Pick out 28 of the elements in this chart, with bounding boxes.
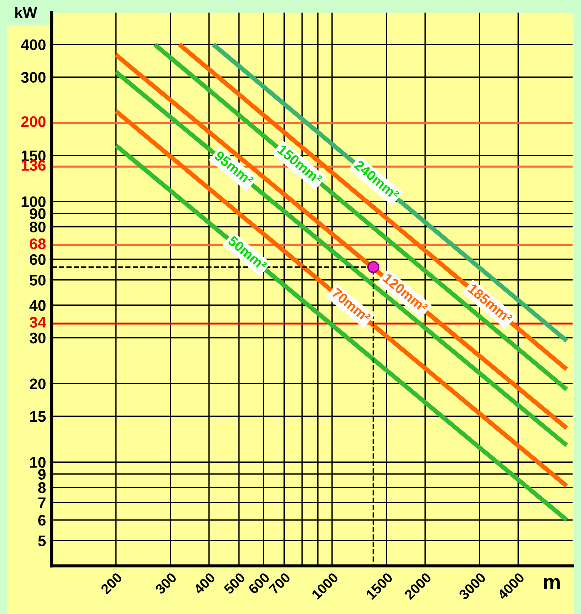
y-axis-title: kW — [16, 6, 38, 18]
ref-line-label: 68 — [30, 238, 46, 250]
y-tick-label: 40 — [30, 300, 46, 312]
y-tick-label: 60 — [30, 254, 46, 266]
ref-line-label: 136 — [22, 160, 46, 172]
y-tick-label: 15 — [30, 411, 46, 422]
y-tick-label: 100 — [22, 196, 46, 208]
y-tick-label: 50 — [30, 275, 46, 286]
x-tick-label: 500 — [223, 572, 246, 595]
y-tick-label: 80 — [30, 222, 46, 233]
y-tick-label: 300 — [21, 72, 46, 84]
x-tick-label: 200 — [100, 572, 123, 595]
y-tick-label: 5 — [38, 536, 46, 547]
x-tick-label: 700 — [268, 572, 292, 595]
x-axis-title: m — [544, 578, 560, 590]
x-tick-label: 300 — [154, 572, 178, 596]
ref-line-label: 200 — [21, 116, 46, 128]
ref-line-label: 34 — [30, 317, 46, 328]
x-tick-label: 400 — [193, 572, 216, 596]
y-tick-label: 7 — [38, 498, 46, 508]
y-tick-label: 30 — [30, 332, 46, 344]
y-tick-label: 6 — [38, 515, 46, 526]
y-tick-label: 10 — [30, 457, 46, 468]
y-tick-label: 9 — [38, 469, 46, 480]
y-tick-label: 20 — [30, 378, 46, 390]
y-tick-label: 8 — [38, 482, 46, 494]
y-tick-label: 90 — [30, 208, 46, 220]
y-tick-label: 400 — [21, 40, 46, 50]
